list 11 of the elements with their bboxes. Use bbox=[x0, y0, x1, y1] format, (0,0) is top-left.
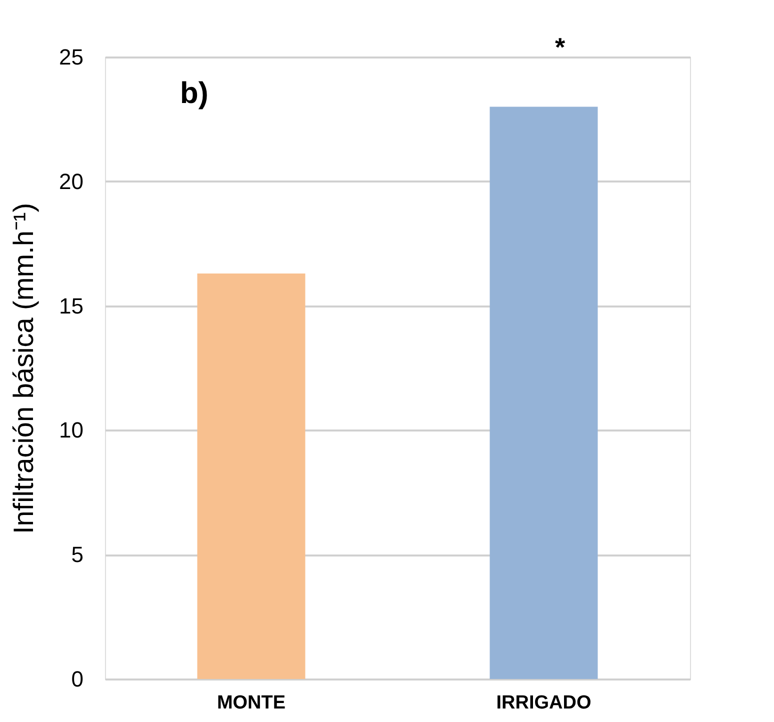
y-tick-label: 15 bbox=[59, 293, 84, 318]
y-tick-label: 25 bbox=[59, 44, 84, 70]
y-tick-label: 5 bbox=[71, 542, 84, 568]
annotation: * bbox=[554, 32, 566, 62]
x-tick-label: IRRIGADO bbox=[496, 692, 592, 714]
x-tick-label: MONTE bbox=[216, 692, 286, 714]
annotation: b) bbox=[180, 77, 208, 110]
y-tick-label: 0 bbox=[71, 666, 84, 692]
y-axis-title: Infiltración básica (mm.h⁻¹) bbox=[8, 202, 40, 534]
y-tick-label: 20 bbox=[59, 168, 84, 194]
y-tick-label: 10 bbox=[59, 418, 84, 443]
